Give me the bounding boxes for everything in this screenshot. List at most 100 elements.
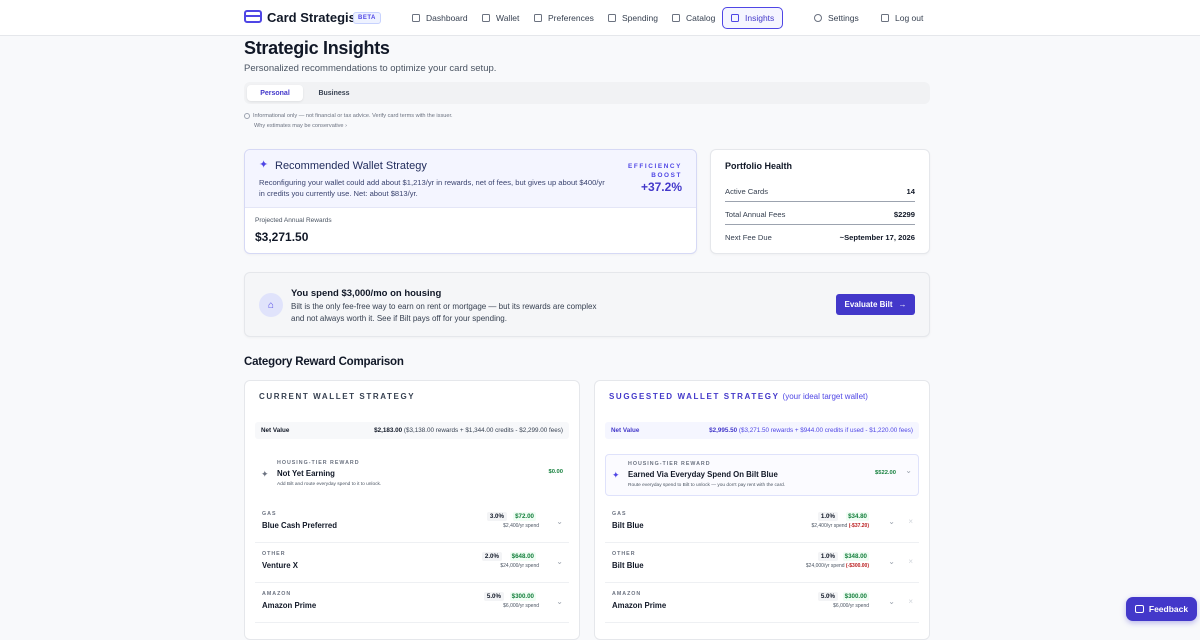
nav-label: Insights <box>745 13 775 23</box>
nav-insights[interactable]: Insights <box>722 7 784 29</box>
row-card: Bilt Blue <box>612 521 644 530</box>
close-icon[interactable]: × <box>908 597 913 606</box>
table-row[interactable]: AMAZON Amazon Prime 5.0% $300.00 $6,000/… <box>255 585 569 623</box>
wallet-header: ✦ Recommended Wallet Strategy Reconfigur… <box>245 150 696 208</box>
chevron-down-icon[interactable]: ⌄ <box>888 597 895 606</box>
conservative-estimates-link[interactable]: Why estimates may be conservative › <box>254 123 347 129</box>
projected-label: Projected Annual Rewards <box>255 217 332 224</box>
close-icon[interactable]: × <box>908 557 913 566</box>
page-title: Strategic Insights <box>244 38 390 58</box>
suggested-net-value: Net Value $2,995.50 ($3,271.50 rewards +… <box>605 422 919 439</box>
table-row[interactable]: GAS Blue Cash Preferred 3.0% $72.00 $2,4… <box>255 505 569 543</box>
nav-spending[interactable]: Spending <box>600 7 666 29</box>
tab-personal[interactable]: Personal <box>247 85 303 101</box>
chevron-down-icon[interactable]: ⌄ <box>888 517 895 526</box>
divider <box>725 224 915 225</box>
row-amount: $72.00 <box>513 512 536 521</box>
row-amount: $34.80 <box>846 512 869 521</box>
sparkle-icon: ✦ <box>261 469 269 479</box>
current-strategy-column: CURRENT WALLET STRATEGY Net Value $2,183… <box>244 380 580 640</box>
row-rate: 5.0% <box>817 592 838 601</box>
receipt-icon <box>608 14 616 22</box>
sparkle-icon: ✦ <box>259 159 269 171</box>
chevron-down-icon[interactable]: ⌄ <box>556 557 563 566</box>
delta-value: (-$37.20) <box>848 523 869 529</box>
nav-label: Wallet <box>496 13 520 23</box>
mode-tabs: Personal Business <box>244 82 930 104</box>
suggested-strategy-column: SUGGESTED WALLET STRATEGY (your ideal tar… <box>594 380 930 640</box>
sparkle-icon: ✦ <box>612 470 620 480</box>
net-summary: $2,995.50 ($3,271.50 rewards + $944.00 c… <box>709 427 913 434</box>
chevron-down-icon[interactable]: ⌄ <box>556 597 563 606</box>
row-category: OTHER <box>262 551 286 557</box>
nav-label: Log out <box>895 13 924 23</box>
chevron-down-icon[interactable]: ⌄ <box>905 466 912 475</box>
nav-dashboard[interactable]: Dashboard <box>404 7 476 29</box>
housing-name: Not Yet Earning <box>277 469 335 478</box>
projected-value: $3,271.50 <box>255 230 309 244</box>
logout-button[interactable]: Log out <box>873 7 931 29</box>
nav-label: Catalog <box>686 13 716 23</box>
feedback-button[interactable]: Feedback <box>1126 597 1197 621</box>
sliders-icon <box>534 14 542 22</box>
table-row[interactable]: AMAZON Amazon Prime 5.0% $300.00 $6,000/… <box>605 585 919 623</box>
chevron-down-icon[interactable]: ⌄ <box>556 517 563 526</box>
delta-value: (-$300.00) <box>845 563 869 569</box>
suggested-header-label: SUGGESTED WALLET STRATEGY <box>609 392 780 401</box>
nav-wallet[interactable]: Wallet <box>474 7 527 29</box>
row-category: AMAZON <box>262 591 292 597</box>
evaluate-bilt-button[interactable]: Evaluate Bilt → <box>836 294 915 315</box>
spend-text: $2,400/yr spend <box>811 523 848 529</box>
chevron-down-icon[interactable]: ⌄ <box>888 557 895 566</box>
info-icon <box>244 112 250 119</box>
row-category: OTHER <box>612 551 636 557</box>
nav-label: Preferences <box>548 13 594 23</box>
health-value: $2299 <box>893 209 915 219</box>
credit-card-logo-icon <box>244 10 262 23</box>
table-row[interactable]: GAS Bilt Blue 1.0% $34.80 $2,400/yr spen… <box>605 505 919 543</box>
row-category: GAS <box>612 511 627 517</box>
page-subtitle: Personalized recommendations to optimize… <box>244 63 497 74</box>
row-amount: $648.00 <box>509 552 536 561</box>
dashboard-icon <box>412 14 420 22</box>
disclaimer-text: Informational only — not financial or ta… <box>253 113 453 119</box>
sparkle-icon <box>731 14 739 22</box>
logout-icon <box>881 14 889 22</box>
close-icon[interactable]: × <box>908 517 913 526</box>
row-spend: $6,000/yr spend <box>503 603 539 609</box>
nav-settings[interactable]: Settings <box>806 7 867 29</box>
tab-business[interactable]: Business <box>318 89 350 97</box>
nav-label: Settings <box>828 13 859 23</box>
health-label: Active Cards <box>725 186 769 196</box>
health-value: 14 <box>906 186 915 196</box>
wallet-icon <box>482 14 490 22</box>
row-category: AMAZON <box>612 591 642 597</box>
row-card: Venture X <box>262 561 298 570</box>
nav-preferences[interactable]: Preferences <box>526 7 602 29</box>
row-card: Amazon Prime <box>612 601 667 610</box>
row-rate: 1.0% <box>817 512 838 521</box>
housing-amount: $0.00 <box>548 469 563 475</box>
row-rate: 3.0% <box>486 512 507 521</box>
divider <box>725 201 915 202</box>
button-label: Evaluate Bilt <box>844 300 893 309</box>
row-rate: 5.0% <box>483 592 504 601</box>
app-name[interactable]: Card Strategist <box>267 10 361 25</box>
housing-name: Earned Via Everyday Spend On Bilt Blue <box>628 470 778 479</box>
nav-label: Dashboard <box>426 13 468 23</box>
table-row[interactable]: OTHER Venture X 2.0% $648.00 $24,000/yr … <box>255 545 569 583</box>
health-title: Portfolio Health <box>725 161 792 171</box>
nav-catalog[interactable]: Catalog <box>664 7 723 29</box>
row-card: Amazon Prime <box>262 601 317 610</box>
bilt-description: Bilt is the only fee-free way to earn on… <box>291 302 597 323</box>
housing-category: HOUSING-TIER REWARD <box>277 460 360 466</box>
row-spend: $6,000/yr spend <box>833 603 869 609</box>
row-card: Bilt Blue <box>612 561 644 570</box>
nav-label: Spending <box>622 13 658 23</box>
housing-amount: $522.00 <box>875 470 896 476</box>
portfolio-health-card: Portfolio Health Active Cards 14 Total An… <box>710 149 930 254</box>
row-spend: $2,400/yr spend (-$37.20) <box>811 523 869 529</box>
table-row[interactable]: OTHER Bilt Blue 1.0% $348.00 $24,000/yr … <box>605 545 919 583</box>
suggested-housing-row[interactable]: ✦ HOUSING-TIER REWARD Earned Via Everyda… <box>605 454 919 496</box>
efficiency-label: EFFICIENCY BOOST <box>628 163 682 179</box>
